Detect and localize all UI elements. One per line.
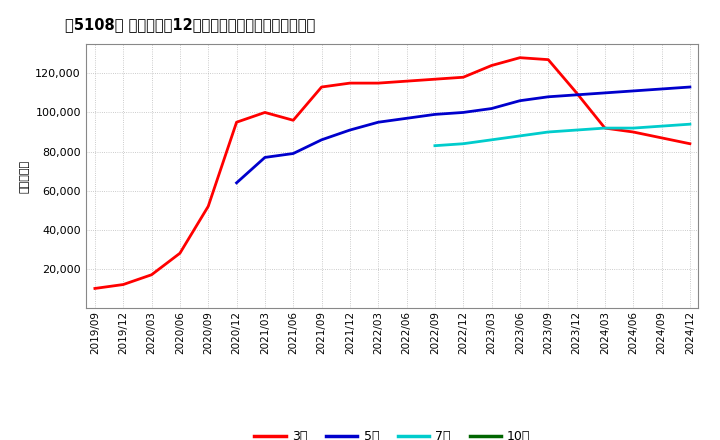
3年 (261, 110, 269, 115)
5年 (544, 94, 552, 99)
7年 (516, 133, 524, 139)
5年 (685, 84, 694, 90)
3年 (657, 135, 666, 140)
3年 (148, 272, 156, 277)
7年 (685, 121, 694, 127)
Y-axis label: （百万円）: （百万円） (19, 159, 30, 193)
3年 (516, 55, 524, 60)
7年 (459, 141, 467, 147)
3年 (487, 63, 496, 68)
3年 (204, 204, 212, 209)
5年 (402, 116, 411, 121)
3年 (431, 77, 439, 82)
7年 (629, 125, 637, 131)
7年 (487, 137, 496, 143)
7年 (657, 124, 666, 129)
3年 (346, 81, 354, 86)
Legend: 3年, 5年, 7年, 10年: 3年, 5年, 7年, 10年 (249, 425, 536, 440)
5年 (629, 88, 637, 94)
3年 (544, 57, 552, 62)
3年 (600, 125, 609, 131)
Line: 5年: 5年 (237, 87, 690, 183)
3年 (402, 78, 411, 84)
5年 (318, 137, 326, 143)
3年 (289, 117, 297, 123)
7年 (572, 128, 581, 133)
7年 (600, 125, 609, 131)
5年 (374, 120, 382, 125)
3年 (176, 251, 184, 256)
5年 (233, 180, 241, 186)
5年 (657, 86, 666, 92)
5年 (572, 92, 581, 98)
7年 (431, 143, 439, 148)
5年 (261, 155, 269, 160)
Line: 7年: 7年 (435, 124, 690, 146)
3年 (233, 120, 241, 125)
5年 (289, 151, 297, 156)
7年 (544, 129, 552, 135)
3年 (91, 286, 99, 291)
Text: ［5108］ 当期純利益12か月移動合計の標準偏差の推移: ［5108］ 当期純利益12か月移動合計の標準偏差の推移 (65, 18, 315, 33)
5年 (516, 98, 524, 103)
5年 (431, 112, 439, 117)
3年 (629, 129, 637, 135)
5年 (459, 110, 467, 115)
3年 (685, 141, 694, 147)
3年 (119, 282, 127, 287)
5年 (600, 90, 609, 95)
5年 (346, 128, 354, 133)
Line: 3年: 3年 (95, 58, 690, 289)
3年 (318, 84, 326, 90)
3年 (572, 90, 581, 95)
5年 (487, 106, 496, 111)
3年 (374, 81, 382, 86)
3年 (459, 75, 467, 80)
